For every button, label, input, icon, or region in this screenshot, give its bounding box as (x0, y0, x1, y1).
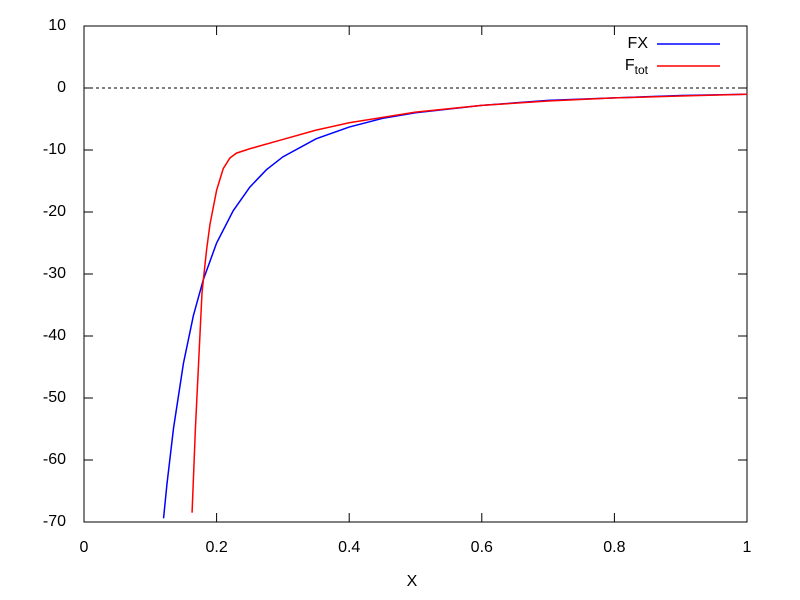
legend-subscript: tot (635, 63, 649, 77)
legend-label: Ftot (625, 57, 649, 77)
y-tick-label: -30 (43, 265, 66, 282)
x-tick-label: 0.8 (603, 539, 625, 556)
x-tick-label: 1 (743, 539, 752, 556)
y-tick-label: -20 (43, 203, 66, 220)
data-line (162, 93, 747, 519)
x-tick-label: 0.6 (471, 539, 493, 556)
x-tick-label: 0.2 (205, 539, 227, 556)
y-tick-label: -10 (43, 141, 66, 158)
y-tick-label: -50 (43, 389, 66, 406)
y-tick-label: 10 (48, 17, 66, 34)
plot-area (162, 93, 747, 519)
legend-name: F (625, 57, 635, 74)
legend-label: FX (628, 35, 649, 52)
x-axis-label: X (407, 573, 418, 590)
data-line (191, 93, 747, 513)
x-tick-label: 0.4 (338, 539, 360, 556)
x-tick-label: 0 (80, 539, 89, 556)
y-tick-label: 0 (57, 79, 66, 96)
y-tick-label: -40 (43, 327, 66, 344)
legend-name: FX (628, 35, 649, 52)
y-tick-label: -60 (43, 451, 66, 468)
y-tick-label: -70 (43, 513, 66, 530)
plot-frame (83, 25, 748, 523)
